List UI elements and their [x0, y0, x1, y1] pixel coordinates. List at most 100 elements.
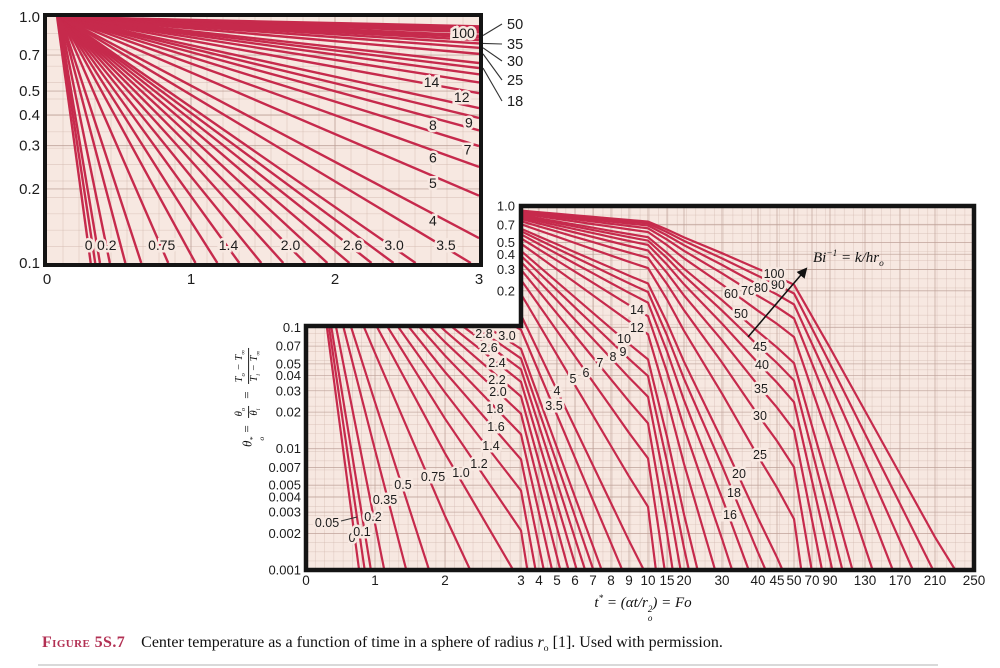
math-token: θ: [239, 440, 255, 447]
x-tick-label: 70: [804, 573, 819, 588]
curve-label: 100: [764, 267, 785, 281]
math-token: o: [647, 613, 653, 624]
curve-label: 6: [583, 366, 590, 380]
y-tick-label: 0.3: [19, 138, 40, 155]
curve-bi-inv-50: [312, 206, 854, 570]
curve-label: 8: [429, 117, 437, 133]
x-tick-label: 15: [659, 573, 674, 588]
curve-label: 35: [754, 382, 768, 396]
curve-label: 1.4: [482, 439, 499, 453]
label-leader-line: [482, 67, 503, 102]
curve-label: 5: [570, 372, 577, 386]
math-token: ∞: [240, 350, 248, 355]
x-tick-label: 45: [769, 573, 784, 588]
curve-bi-inv-1.6: [60, 17, 263, 263]
math-token: θ: [248, 410, 260, 416]
x-tick-label: 2: [441, 573, 449, 588]
y-tick-label: 0.05: [276, 356, 301, 371]
curve-bi-inv-1.2: [60, 17, 219, 263]
curve-bi-inv-9: [61, 17, 479, 120]
curve-bi-inv-2.2: [60, 17, 329, 263]
math-token: ) =: [652, 595, 675, 611]
curve-label: 16: [723, 508, 737, 522]
curve-label: 0.1: [353, 525, 370, 539]
math-token: =: [239, 391, 255, 399]
curve-bi-inv-40: [312, 206, 834, 570]
curve-label: 12: [454, 89, 470, 105]
curve-bi-inv-20: [61, 17, 479, 65]
y-tick-label: 0.3: [497, 262, 515, 277]
x-tick-label: 1: [187, 271, 195, 288]
curve-bi-inv-60: [312, 206, 874, 570]
math-token: =: [837, 250, 855, 266]
math-token: o: [240, 373, 248, 377]
curve-label: 35: [507, 37, 523, 53]
curve-bi-inv-0.2: [58, 17, 112, 263]
x-tick-label: 20: [676, 573, 691, 588]
caption-text: Center temperature as a function of time…: [141, 634, 723, 655]
biot-direction-arrow: [747, 267, 808, 338]
curve-bi-inv-1: [60, 17, 197, 263]
curve-bi-inv-12: [61, 17, 479, 95]
curve-label: 3.0: [498, 329, 515, 343]
curve-bi-inv-10: [61, 17, 479, 110]
curve-bi-inv-1.4: [60, 17, 241, 263]
curve-label: 30: [507, 54, 523, 70]
y-tick-label: 0.01: [276, 441, 301, 456]
math-token: r: [642, 595, 648, 611]
math-token: t: [594, 595, 599, 611]
curve-label: 4: [429, 213, 437, 229]
curve-bi-inv-0.75: [59, 17, 170, 263]
curve-label: 1.4: [219, 237, 239, 253]
curve-label: 0: [349, 531, 356, 545]
math-token: *: [598, 594, 604, 604]
temperature-fraction: To − T∞ Ti − T∞: [234, 348, 262, 385]
math-token: θ: [234, 411, 246, 417]
x-tick-label: 40: [750, 573, 765, 588]
curve-bi-inv-0.05: [56, 17, 97, 263]
label-leader-line: [340, 516, 358, 522]
curve-label: 14: [630, 303, 644, 317]
math-token: T: [234, 376, 246, 383]
divider: [38, 664, 938, 666]
x-tick-label: 130: [854, 573, 877, 588]
y-tick-label: 0.001: [268, 563, 301, 578]
curve-label: 70: [741, 284, 755, 298]
x-tick-label: 0: [43, 271, 51, 288]
curve-label: 2.8: [475, 327, 492, 341]
curve-label: 30: [753, 409, 767, 423]
curve-bi-inv-0.1: [57, 17, 102, 263]
curve-label: 1.0: [452, 466, 469, 480]
curve-label: 40: [755, 358, 769, 372]
x-axis-label: t* = (αt/r 2 o) = Fo: [594, 594, 691, 624]
curve-label: 20: [732, 467, 746, 481]
inset-frame: [43, 13, 483, 267]
curve-label: 0.75: [148, 237, 175, 253]
curve-label: 6: [429, 149, 437, 165]
y-tick-label: 0.07: [276, 339, 301, 354]
curve-label: 2.6: [343, 237, 363, 253]
curve-label: 18: [507, 94, 523, 110]
x-tick-label: 30: [714, 573, 729, 588]
curve-bi-inv-6: [60, 17, 479, 168]
y-tick-label: 0.7: [497, 217, 515, 232]
curve-label: 7: [464, 142, 472, 158]
inset-curves: [55, 17, 479, 263]
curve-label: 25: [753, 448, 767, 462]
y-axis-label: θ * o = θo θi = To − T∞ Ti − T∞: [234, 345, 266, 447]
curve-label: 7: [597, 356, 604, 370]
curve-label: 14: [424, 74, 440, 90]
y-tick-label: 1.0: [497, 199, 515, 214]
y-tick-label: 0.5: [19, 83, 40, 100]
x-tick-label: 6: [571, 573, 579, 588]
x-tick-label: 8: [607, 573, 615, 588]
caption-symbol: r: [537, 634, 544, 651]
math-token: i: [254, 408, 262, 411]
curve-label: 4: [554, 384, 561, 398]
x-tick-label: 250: [963, 573, 986, 588]
curve-bi-inv-0.5: [59, 17, 143, 263]
caption-symbol-sub: o: [543, 643, 549, 655]
math-token: −1: [826, 249, 838, 259]
